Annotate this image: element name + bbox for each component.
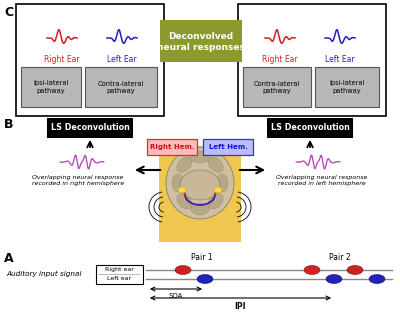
Text: Right Ear: Right Ear [262, 56, 298, 64]
Text: Pair 1: Pair 1 [191, 253, 213, 263]
Ellipse shape [326, 274, 342, 284]
Text: Right Hem.: Right Hem. [150, 144, 194, 150]
Text: Pair 2: Pair 2 [329, 253, 351, 263]
FancyBboxPatch shape [238, 4, 386, 116]
Text: Right ear: Right ear [104, 268, 134, 273]
FancyBboxPatch shape [159, 146, 241, 242]
Text: Deconvolved
neural responses: Deconvolved neural responses [157, 32, 245, 52]
Ellipse shape [177, 157, 192, 172]
FancyBboxPatch shape [203, 139, 253, 155]
FancyBboxPatch shape [96, 264, 142, 284]
Text: Left Ear: Left Ear [325, 56, 355, 64]
Ellipse shape [347, 266, 363, 274]
Text: Ipsi-lateral
pathway: Ipsi-lateral pathway [329, 80, 365, 94]
Text: LS Deconvolution: LS Deconvolution [50, 123, 130, 133]
Ellipse shape [197, 274, 213, 284]
FancyBboxPatch shape [16, 4, 164, 116]
FancyBboxPatch shape [315, 67, 379, 107]
FancyBboxPatch shape [47, 118, 133, 138]
Text: Contra-lateral
pathway: Contra-lateral pathway [254, 80, 300, 94]
Text: Left Hem.: Left Hem. [208, 144, 248, 150]
Ellipse shape [208, 194, 223, 209]
Text: SOA: SOA [169, 293, 183, 299]
Text: Right Ear: Right Ear [44, 56, 80, 64]
Text: Overlapping neural response
recorded in right hemisphere: Overlapping neural response recorded in … [32, 175, 124, 186]
FancyBboxPatch shape [243, 67, 311, 107]
Ellipse shape [216, 174, 228, 192]
Ellipse shape [214, 187, 222, 193]
FancyBboxPatch shape [267, 118, 353, 138]
FancyBboxPatch shape [21, 67, 81, 107]
Text: Overlapping neural response
recorded in left hemisphere: Overlapping neural response recorded in … [276, 175, 368, 186]
Text: C: C [4, 6, 13, 19]
Ellipse shape [180, 170, 220, 200]
Ellipse shape [175, 266, 191, 274]
Ellipse shape [191, 203, 209, 215]
FancyBboxPatch shape [85, 67, 157, 107]
Ellipse shape [191, 151, 209, 163]
Ellipse shape [304, 266, 320, 274]
Text: Left Ear: Left Ear [107, 56, 137, 64]
Ellipse shape [166, 147, 234, 219]
Ellipse shape [208, 157, 223, 172]
Text: A: A [4, 252, 14, 265]
Ellipse shape [369, 274, 385, 284]
FancyBboxPatch shape [160, 20, 242, 62]
Ellipse shape [178, 187, 186, 193]
Text: Auditory input signal: Auditory input signal [6, 271, 82, 277]
Text: IPI: IPI [234, 302, 246, 311]
Text: Ipsi-lateral
pathway: Ipsi-lateral pathway [33, 80, 69, 94]
Text: B: B [4, 118, 14, 131]
Text: Left ear: Left ear [107, 276, 131, 281]
Text: Contra-lateral
pathway: Contra-lateral pathway [98, 80, 144, 94]
Ellipse shape [172, 174, 184, 192]
Text: LS Deconvolution: LS Deconvolution [270, 123, 350, 133]
FancyBboxPatch shape [147, 139, 197, 155]
Ellipse shape [177, 194, 192, 209]
